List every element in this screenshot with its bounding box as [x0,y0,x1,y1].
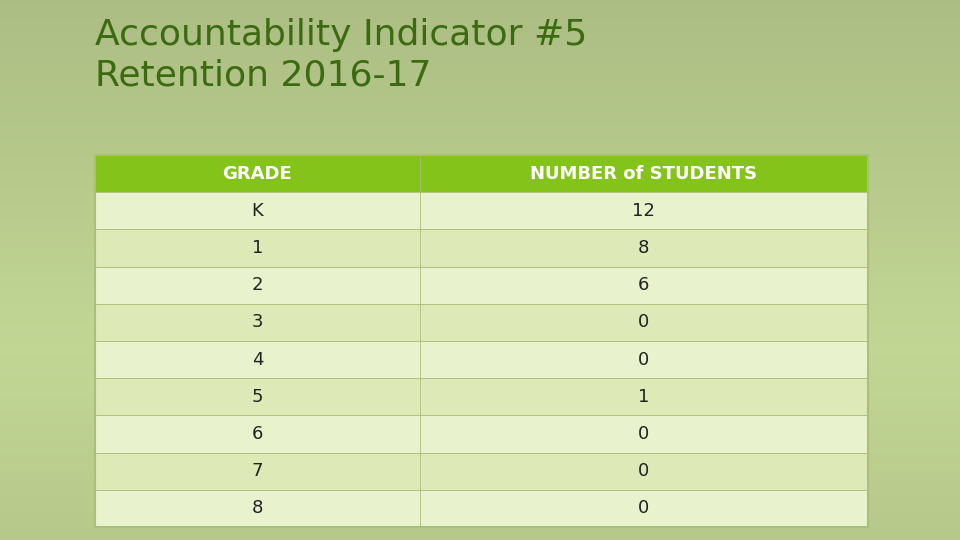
Text: 6: 6 [638,276,650,294]
Bar [95,378,868,415]
Text: 0: 0 [638,500,650,517]
Text: 8: 8 [252,500,263,517]
Bar [95,155,868,527]
Text: NUMBER of STUDENTS: NUMBER of STUDENTS [530,165,757,183]
Bar [95,230,868,267]
Bar [95,155,868,192]
Bar [95,267,868,304]
Bar [95,453,868,490]
Bar [95,304,868,341]
Text: 7: 7 [252,462,263,480]
Bar [95,490,868,527]
Text: 6: 6 [252,425,263,443]
Text: 1: 1 [638,388,650,406]
Text: 1: 1 [252,239,263,257]
Text: 4: 4 [252,350,263,369]
Text: 3: 3 [252,313,263,332]
Text: K: K [252,202,263,220]
Bar [95,341,868,378]
Bar [95,192,868,230]
Text: 0: 0 [638,313,650,332]
Text: 5: 5 [252,388,263,406]
Text: Accountability Indicator #5
Retention 2016-17: Accountability Indicator #5 Retention 20… [95,18,588,93]
Text: 0: 0 [638,350,650,369]
Text: 12: 12 [633,202,656,220]
Text: 0: 0 [638,425,650,443]
Text: GRADE: GRADE [223,165,292,183]
Bar [95,415,868,453]
Text: 8: 8 [638,239,650,257]
Text: 2: 2 [252,276,263,294]
Text: 0: 0 [638,462,650,480]
